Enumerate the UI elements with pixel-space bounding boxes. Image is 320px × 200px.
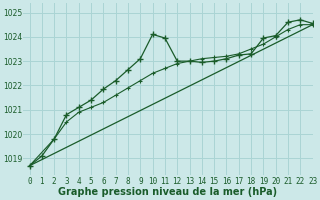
X-axis label: Graphe pression niveau de la mer (hPa): Graphe pression niveau de la mer (hPa) [59, 187, 277, 197]
